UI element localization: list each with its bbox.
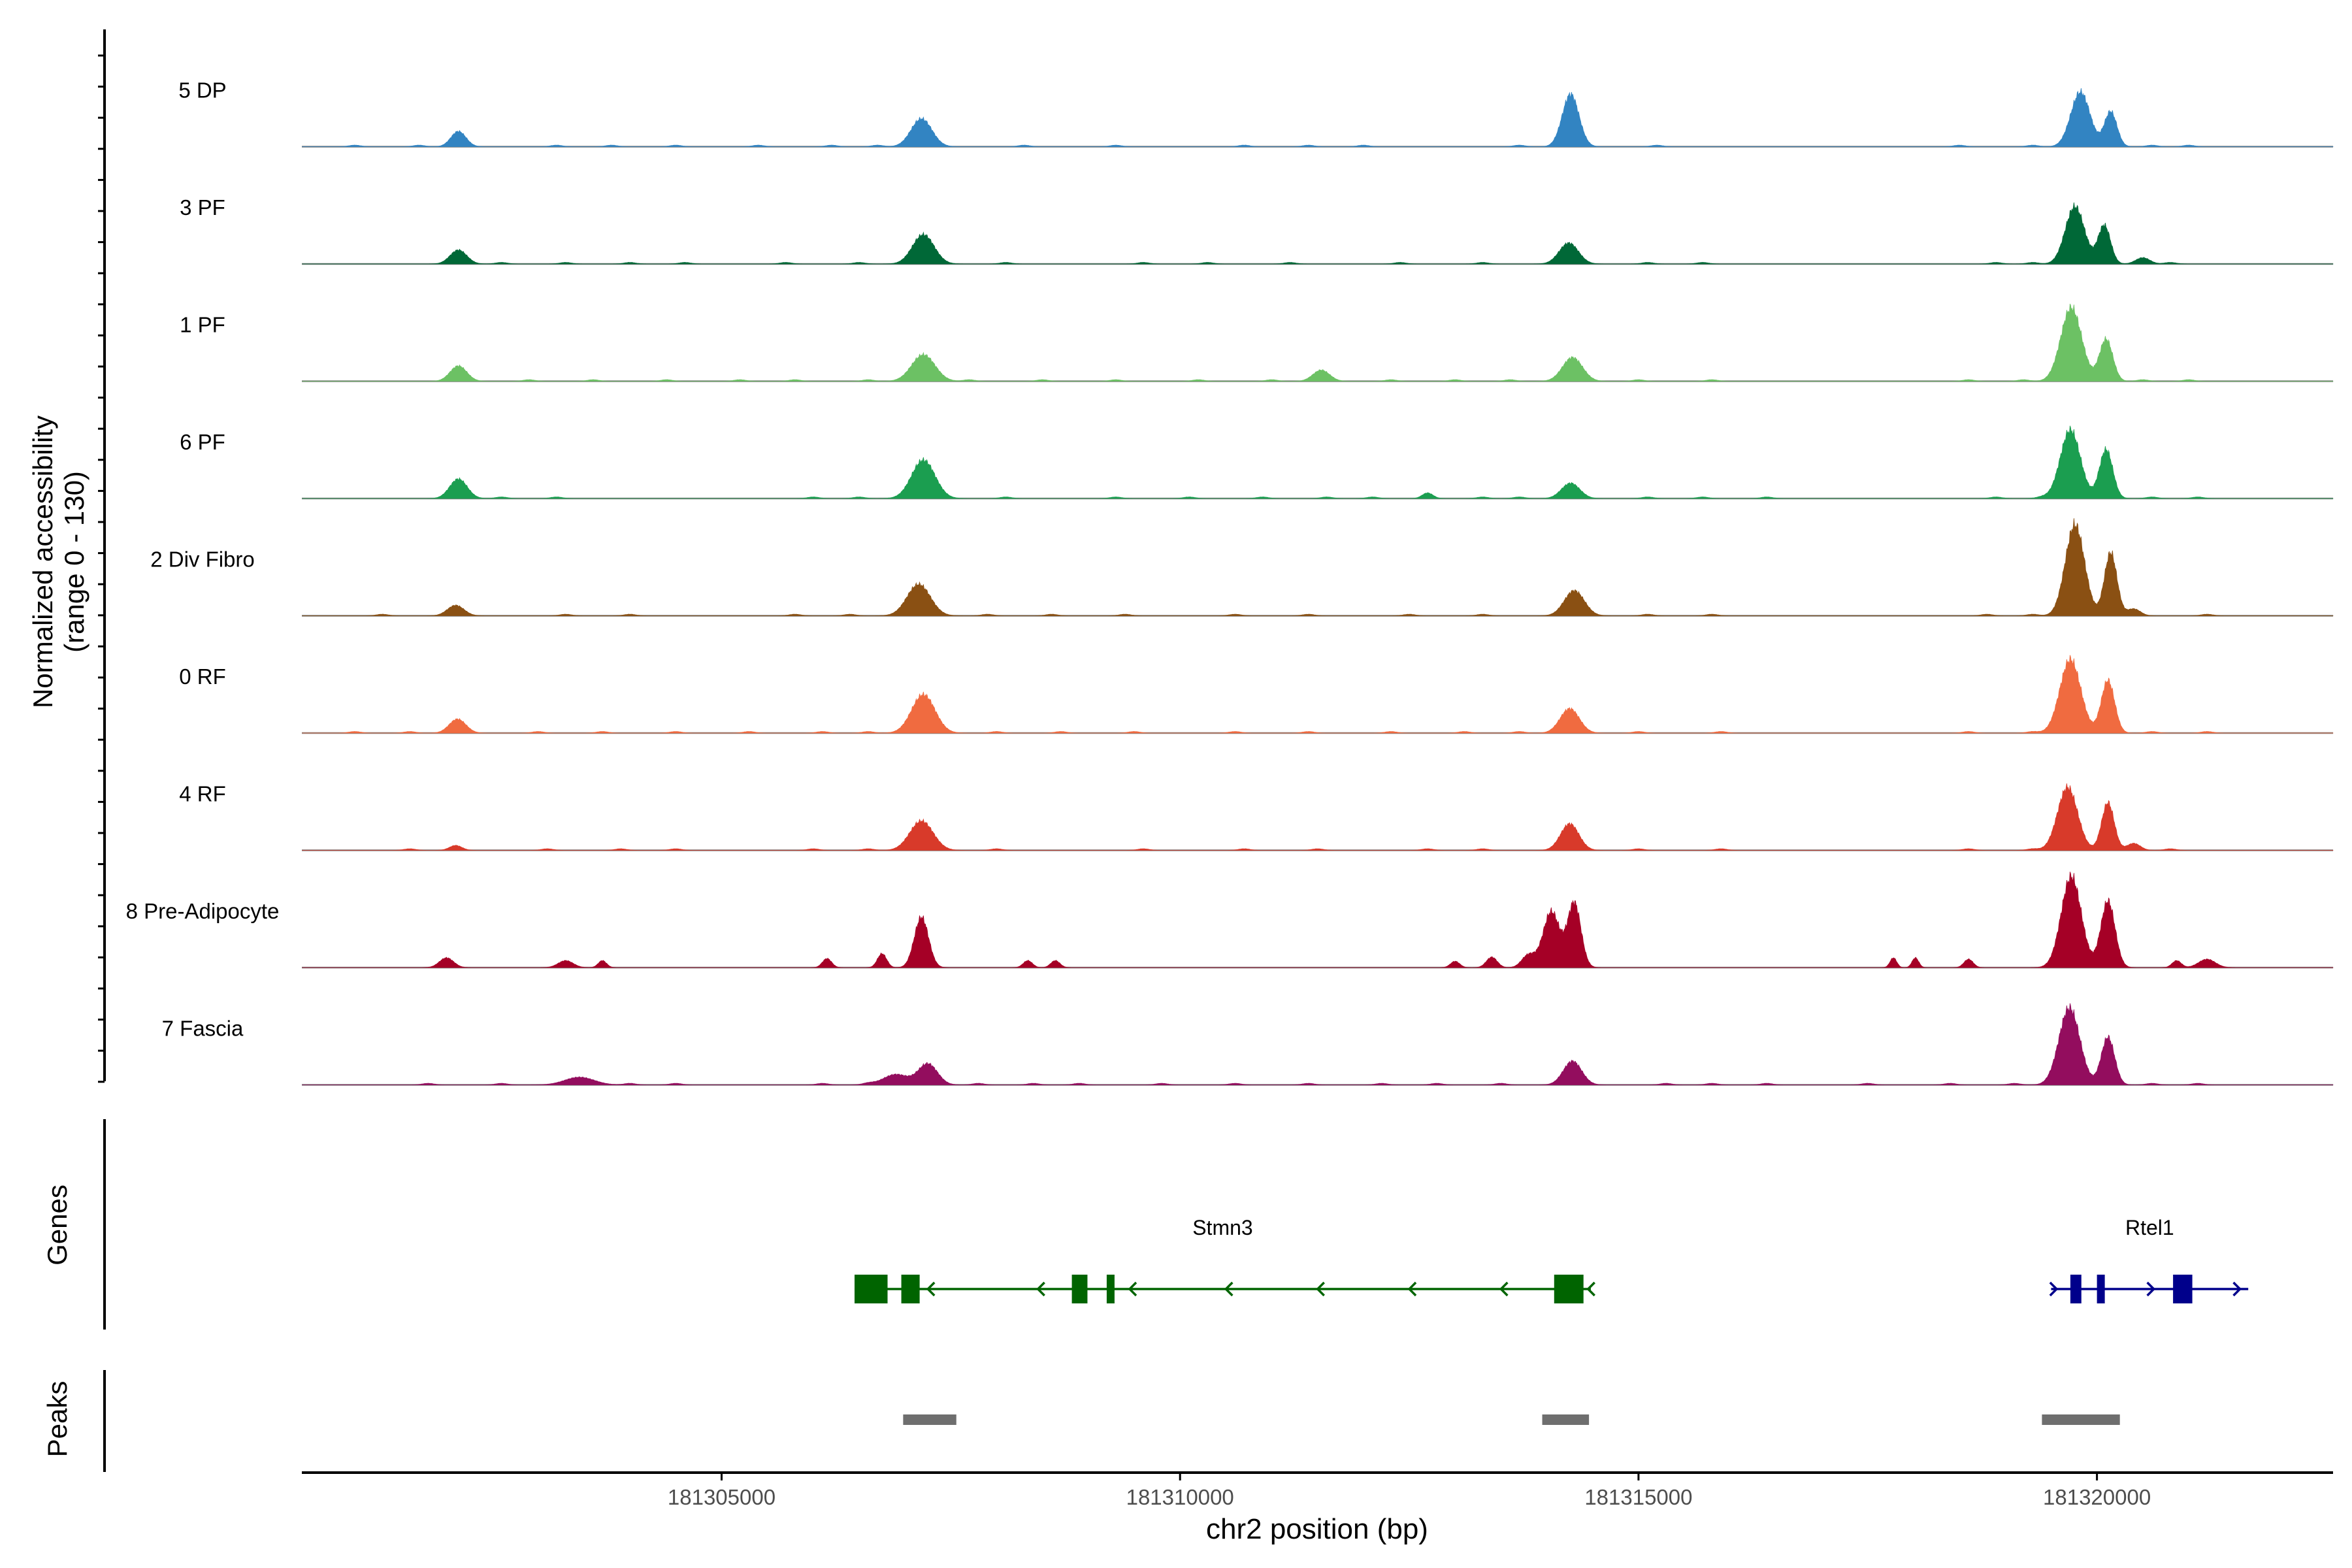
gene-exon: [901, 1275, 920, 1303]
coverage-area: [302, 655, 2334, 734]
peaks-track-label: Peaks: [42, 1381, 73, 1458]
track-label: 1 PF: [180, 313, 225, 337]
y-axis-title-line2: (range 0 - 130): [59, 471, 90, 653]
y-axis-title-line1: Normalized accessibility: [27, 416, 58, 708]
strand-arrow: [1224, 1281, 1233, 1297]
coverage-area: [302, 202, 2334, 265]
strand-arrow: [2049, 1281, 2059, 1297]
strand-arrow: [1316, 1281, 1325, 1297]
strand-arrow: [1407, 1281, 1417, 1297]
strand-arrow: [1036, 1281, 1045, 1297]
track-label: 2 Div Fibro: [150, 547, 255, 572]
track-label: 5 DP: [178, 78, 226, 103]
coverage-tracks: 5 DP 3 PF 1 PF 6 PF 2 Div Fibro 0 RF 4 RF 8 Pre…: [126, 78, 2334, 1086]
track-label: 6 PF: [180, 430, 225, 454]
track-label: 7 Fascia: [162, 1017, 244, 1041]
coverage-area: [302, 303, 2334, 382]
y-axis-title: Normalized accessibility (range 0 - 130): [27, 416, 90, 708]
gene-exon: [2070, 1275, 2082, 1303]
coverage-area: [302, 425, 2334, 499]
x-axis-title: chr2 position (bp): [1206, 1513, 1428, 1545]
coverage-area: [302, 518, 2334, 616]
genes-track-label: Genes: [42, 1184, 73, 1266]
strand-arrow: [926, 1281, 936, 1297]
track-6-pf: 6 PF: [180, 425, 2334, 500]
peak-region: [903, 1414, 956, 1425]
coverage-area: [302, 1003, 2334, 1085]
track-label: 3 PF: [180, 195, 225, 220]
track-7-fascia: 7 Fascia: [162, 1003, 2334, 1086]
gene-exon: [1106, 1275, 1115, 1303]
strand-arrow: [1499, 1281, 1509, 1297]
track-5-dp: 5 DP: [178, 78, 2334, 148]
strand-arrow: [1586, 1281, 1595, 1297]
track-4-rf: 4 RF: [179, 782, 2334, 851]
gene-exon: [854, 1275, 888, 1303]
track-label: 8 Pre-Adipocyte: [126, 899, 280, 923]
coverage-area: [302, 88, 2334, 147]
gene-exon: [2097, 1275, 2105, 1303]
track-8-pre-adipocyte: 8 Pre-Adipocyte: [126, 872, 2334, 969]
coverage-area: [302, 872, 2334, 968]
strand-arrow: [2232, 1281, 2242, 1297]
gene-stmn3: Stmn3: [854, 1216, 1595, 1303]
x-tick-label: 181315000: [1584, 1485, 1692, 1509]
peaks-track: Peaks: [42, 1370, 2120, 1472]
track-1-pf: 1 PF: [180, 303, 2334, 382]
x-tick-label: 181320000: [2043, 1485, 2151, 1509]
peak-region: [1542, 1414, 1590, 1425]
x-axis: chr2 position (bp) 181305000 181310000 181…: [302, 1471, 2333, 1545]
x-tick-label: 181310000: [1126, 1485, 1234, 1509]
coverage-area: [302, 783, 2334, 851]
strand-arrow: [1128, 1281, 1137, 1297]
track-label: 0 RF: [179, 664, 226, 689]
gene-label: Rtel1: [2125, 1216, 2174, 1239]
peak-region: [2042, 1414, 2120, 1425]
x-tick-label: 181305000: [668, 1485, 776, 1509]
gene-label: Stmn3: [1192, 1216, 1252, 1239]
gene-exon: [1071, 1275, 1088, 1303]
strand-arrow: [2146, 1281, 2156, 1297]
track-label: 4 RF: [179, 782, 226, 806]
gene-rtel1: Rtel1: [2049, 1216, 2249, 1303]
track-2-div-fibro: 2 Div Fibro: [150, 518, 2334, 617]
gene-exon: [2173, 1275, 2193, 1303]
gene-exon: [1554, 1275, 1584, 1303]
genes-track: Genes Stmn3 Rtel1: [42, 1119, 2249, 1330]
track-0-rf: 0 RF: [179, 655, 2334, 734]
track-3-pf: 3 PF: [180, 195, 2334, 265]
